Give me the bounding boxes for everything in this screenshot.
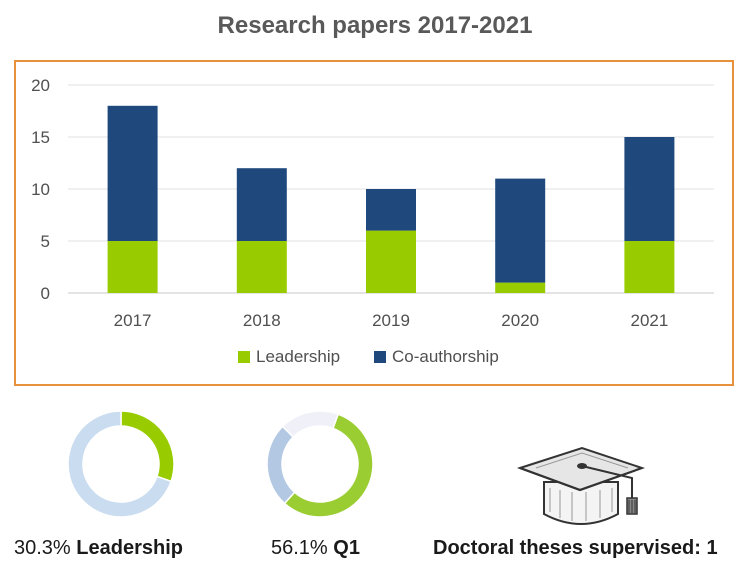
- theses-stat-value: 1: [706, 537, 718, 559]
- q1-donut: [266, 410, 374, 518]
- legend-label: Co-authorship: [392, 347, 499, 366]
- chart-title: Research papers 2017-2021: [217, 12, 533, 39]
- q1-stat: 56.1% Q1: [271, 537, 360, 560]
- x-tick-label: 2021: [630, 311, 668, 330]
- q1-stat-value: 56.1%: [271, 537, 328, 559]
- bar-co-authorship-2020: [495, 178, 546, 283]
- x-tick-label: 2017: [114, 311, 152, 330]
- leadership-stat: 30.3% Leadership: [14, 537, 183, 560]
- bar-leadership-2021: [624, 241, 675, 293]
- leadership-donut: [67, 410, 175, 518]
- graduation-cap-icon: [516, 446, 646, 525]
- theses-stat-label: Doctoral theses supervised:: [433, 537, 701, 559]
- x-tick-label: 2020: [501, 311, 539, 330]
- bar-chart: 0 5 10 15 20 2017 2018 2019 2020 2021 Leadership C…: [31, 76, 714, 366]
- donut-slice-other: [281, 410, 340, 439]
- leadership-stat-label: Leadership: [76, 537, 183, 559]
- bar-co-authorship-2019: [366, 189, 416, 231]
- y-tick-label: 20: [31, 76, 50, 95]
- x-tick-label: 2018: [243, 311, 281, 330]
- bar-leadership-2017: [107, 241, 158, 293]
- bar-leadership-2018: [236, 241, 287, 293]
- leadership-stat-value: 30.3%: [14, 537, 71, 559]
- bar-leadership-2020: [495, 282, 546, 293]
- y-tick-label: 0: [41, 284, 50, 303]
- bar-co-authorship-2018: [236, 168, 287, 241]
- q1-stat-label: Q1: [333, 537, 360, 559]
- bar-co-authorship-2017: [107, 105, 158, 241]
- x-tick-label: 2019: [372, 311, 410, 330]
- y-tick-label: 5: [41, 232, 50, 251]
- y-tick-label: 15: [31, 128, 50, 147]
- y-tick-label: 10: [31, 180, 50, 199]
- donut-slice-q2: [266, 425, 296, 505]
- theses-stat: Doctoral theses supervised: 1: [433, 537, 718, 560]
- donut-slice-other: [67, 410, 173, 518]
- bar-leadership-2019: [366, 230, 416, 293]
- donut-slice-leadership: [120, 410, 175, 483]
- legend-swatch: [374, 351, 386, 363]
- legend-label: Leadership: [256, 347, 340, 366]
- bar-chart-frame: 0 5 10 15 20 2017 2018 2019 2020 2021 Leadership C…: [14, 60, 734, 386]
- bar-co-authorship-2021: [624, 137, 675, 241]
- legend-swatch: [238, 351, 250, 363]
